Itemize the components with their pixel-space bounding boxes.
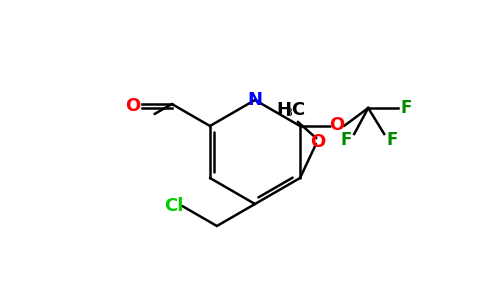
Text: F: F [401, 99, 412, 117]
Text: O: O [330, 116, 345, 134]
Text: 3: 3 [285, 108, 292, 118]
Text: O: O [310, 133, 326, 151]
Text: H: H [276, 101, 291, 119]
Text: O: O [125, 97, 140, 115]
Text: F: F [387, 131, 398, 149]
Text: F: F [341, 131, 352, 149]
Text: N: N [247, 91, 262, 109]
Text: C: C [291, 101, 304, 119]
Text: Cl: Cl [165, 197, 184, 215]
